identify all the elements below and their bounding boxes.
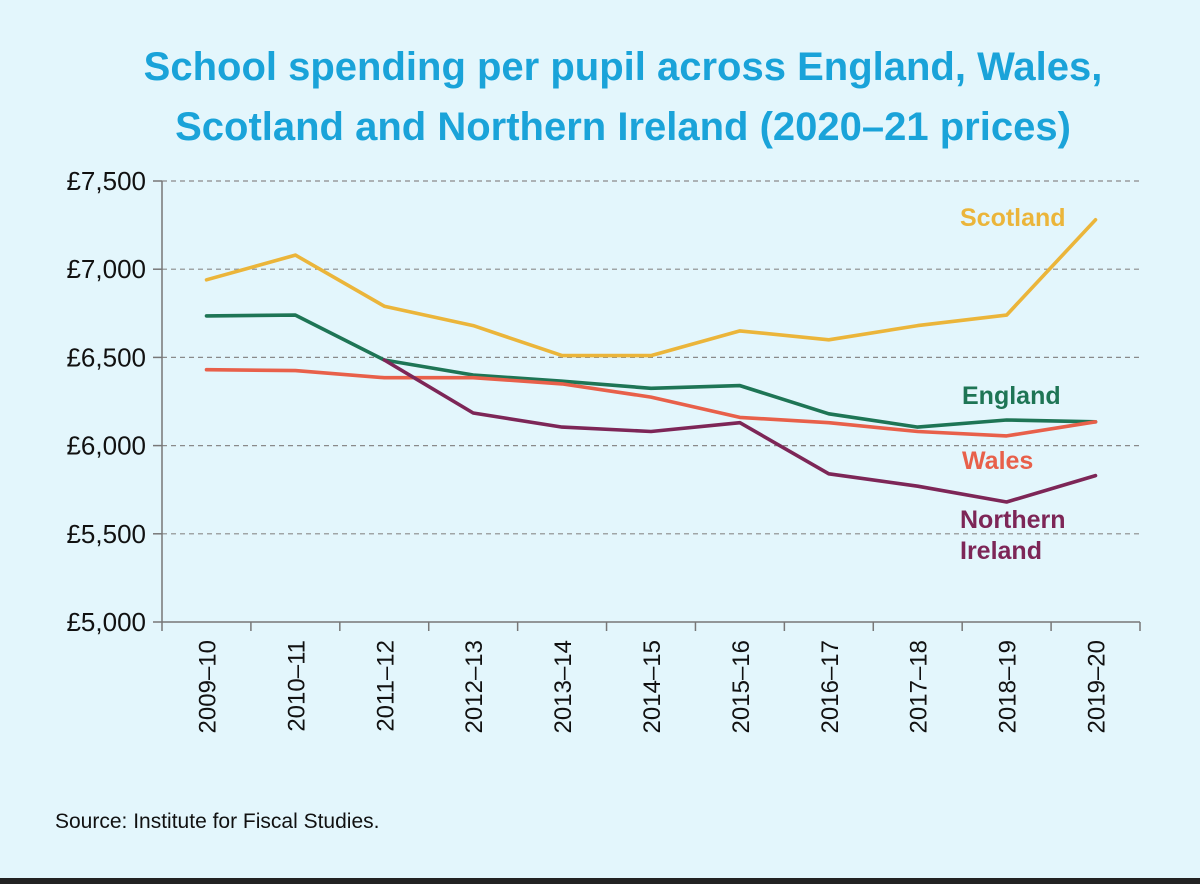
source-note: Source: Institute for Fiscal Studies.: [55, 810, 379, 833]
y-tick-labels: £5,000 £5,500 £6,000 £6,500 £7,000 £7,500: [66, 166, 146, 637]
series-line-wales: [204, 367, 1098, 438]
x-tick-label: 2009–10: [194, 640, 221, 733]
y-tick-label: £7,000: [66, 254, 146, 284]
x-tick-label: 2015–16: [728, 640, 755, 733]
x-tick-label: 2016–17: [817, 640, 844, 733]
chart-title-line-1: School spending per pupil across England…: [144, 45, 1103, 89]
x-tick-label: 2019–20: [1084, 640, 1111, 733]
series-label-northern-ireland: Northern: [960, 506, 1066, 534]
x-tick-label: 2012–13: [461, 640, 488, 733]
series-northern-ireland: [382, 358, 1098, 504]
series-line-northern-ireland: [382, 358, 1098, 504]
series-line-england: [204, 313, 1098, 429]
series-line-scotland: [204, 218, 1098, 358]
x-tick-labels: 2009–10 2010–11 2011–12 2012–13 2013–14 2014–…: [194, 640, 1110, 733]
y-tick-label: £6,500: [66, 342, 146, 372]
x-tick-label: 2017–18: [906, 640, 933, 733]
bottom-rule: [0, 878, 1200, 884]
x-tick-label: 2014–15: [639, 640, 666, 733]
series-label-england: England: [962, 382, 1061, 410]
series-england: [204, 313, 1098, 429]
y-tick-label: £5,500: [66, 519, 146, 549]
series-wales: [204, 367, 1098, 438]
series-label-wales: Wales: [962, 447, 1033, 475]
y-tick-label: £5,000: [66, 607, 146, 637]
chart-title-line-2: Scotland and Northern Ireland (2020–21 p…: [175, 105, 1071, 149]
x-tick-label: 2013–14: [550, 640, 577, 733]
chart-title: School spending per pupil across England…: [144, 45, 1103, 149]
y-tick-label: £7,500: [66, 166, 146, 196]
series-label-northern-ireland: Ireland: [960, 537, 1042, 565]
series-scotland: [204, 218, 1098, 358]
series-lines: [204, 218, 1098, 504]
x-tick-label: 2018–19: [995, 640, 1022, 733]
series-labels: Scotland England Wales Northern Ireland: [960, 204, 1066, 565]
series-label-scotland: Scotland: [960, 204, 1066, 232]
axes: [153, 180, 1141, 631]
x-tick-label: 2010–11: [283, 640, 310, 732]
y-tick-label: £6,000: [66, 431, 146, 461]
x-tick-label: 2011–12: [372, 640, 399, 732]
